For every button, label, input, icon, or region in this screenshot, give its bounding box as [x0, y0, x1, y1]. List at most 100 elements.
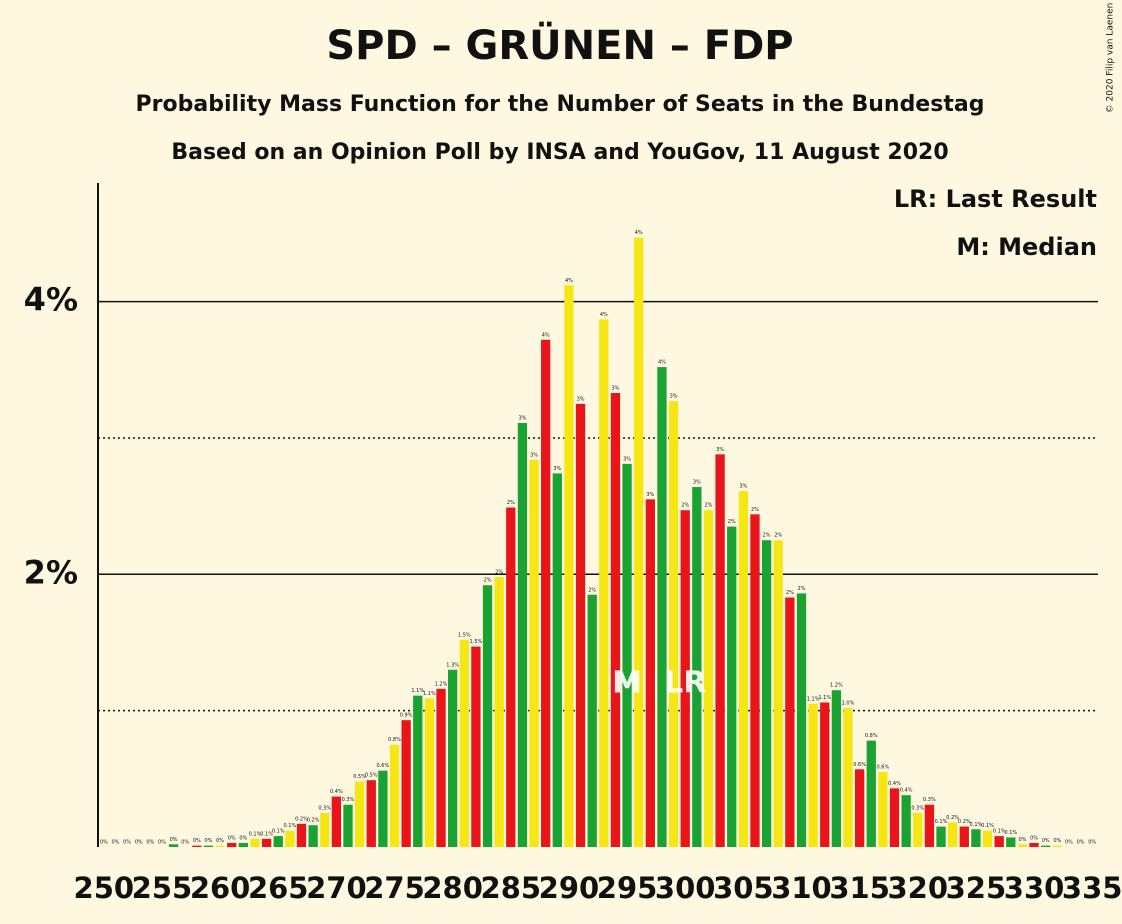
bar: [878, 772, 888, 847]
chart-title: SPD – GRÜNEN – FDP: [326, 21, 793, 69]
value-label: 3%: [739, 484, 747, 490]
bar: [587, 594, 597, 847]
x-tick-label: 295: [597, 871, 658, 905]
median-marker: M: [612, 666, 642, 701]
value-label: 0.1%: [993, 829, 1006, 835]
value-label: 0%: [123, 840, 131, 846]
value-label: 0%: [170, 837, 178, 843]
value-label: 1.0%: [842, 700, 855, 706]
value-label: 0.1%: [981, 823, 994, 829]
value-label: 2%: [704, 503, 712, 509]
bar: [820, 702, 830, 847]
value-label: 3%: [646, 492, 654, 498]
bar: [308, 825, 318, 847]
bar: [808, 703, 818, 847]
bar: [413, 695, 423, 847]
value-label: 0%: [181, 840, 189, 846]
bar: [785, 597, 795, 847]
last-result-marker: LR: [664, 666, 706, 701]
bar: [285, 830, 295, 847]
value-label: 3%: [693, 480, 701, 486]
value-label: 0%: [1065, 840, 1073, 846]
bar: [564, 285, 574, 847]
value-label: 1.1%: [807, 696, 820, 702]
bar: [575, 403, 586, 847]
value-label: 0%: [158, 840, 166, 846]
value-label: 0.6%: [853, 762, 866, 768]
copyright: © 2020 Filip van Laenen: [1106, 3, 1116, 114]
value-label: 1.5%: [458, 632, 471, 638]
bar: [924, 804, 935, 847]
x-tick-label: 325: [946, 871, 1007, 905]
bar: [354, 781, 365, 847]
y-tick-label: 2%: [24, 553, 78, 591]
value-label: 2%: [763, 533, 771, 539]
value-label: 0%: [1018, 837, 1026, 843]
value-label: 1.1%: [423, 691, 436, 697]
bar: [273, 836, 283, 847]
value-label: 4%: [600, 312, 608, 318]
bar: [901, 795, 911, 847]
bar: [203, 845, 214, 847]
bar: [982, 830, 993, 847]
bar: [296, 823, 307, 847]
bar: [680, 510, 690, 847]
legend-entry: LR: Last Result: [894, 185, 1097, 213]
bar: [331, 796, 342, 847]
bar: [796, 593, 807, 847]
bar: [773, 540, 783, 847]
value-label: 3%: [716, 447, 724, 453]
bar: [378, 770, 388, 847]
bar: [401, 720, 411, 847]
bar: [227, 842, 237, 847]
value-label: 0%: [1030, 835, 1038, 841]
bar: [552, 473, 562, 847]
x-tick-label: 335: [1062, 871, 1122, 905]
bar: [517, 422, 528, 847]
value-label: 3%: [530, 452, 538, 458]
bar: [634, 237, 644, 848]
bar: [692, 487, 702, 847]
value-label: 0.8%: [388, 737, 401, 743]
value-label: 2%: [798, 586, 806, 592]
y-tick-label: 4%: [24, 281, 78, 319]
bar: [831, 690, 842, 847]
value-label: 0.1%: [1004, 830, 1017, 836]
value-label: 4%: [658, 360, 666, 366]
x-tick-label: 285: [481, 871, 542, 905]
value-label: 0.4%: [900, 788, 913, 794]
value-label: 3%: [623, 456, 631, 462]
chart-subtitle: Probability Mass Function for the Number…: [136, 92, 985, 117]
value-label: 0%: [1053, 838, 1061, 844]
value-label: 0.5%: [353, 774, 366, 780]
bar: [471, 646, 481, 847]
bar: [866, 740, 876, 847]
bar: [1029, 842, 1039, 847]
x-tick-label: 330: [1004, 871, 1065, 905]
bar: [436, 688, 446, 847]
value-label: 4%: [635, 230, 643, 236]
bar: [610, 392, 621, 847]
x-tick-label: 255: [132, 871, 193, 905]
x-tick-label: 280: [422, 871, 483, 905]
value-label: 0%: [100, 840, 108, 846]
bar: [668, 401, 679, 847]
value-label: 1.1%: [818, 695, 831, 701]
bar: [343, 804, 353, 847]
bar: [1006, 837, 1016, 847]
bar: [389, 744, 400, 847]
bar: [715, 454, 725, 847]
value-label: 0.2%: [307, 818, 320, 824]
chart-subtitle: Based on an Opinion Poll by INSA and You…: [171, 140, 948, 165]
value-label: 0%: [1042, 838, 1050, 844]
bar: [703, 510, 714, 847]
bar: [506, 507, 516, 847]
value-label: 1.2%: [830, 683, 843, 689]
value-label: 0%: [204, 838, 212, 844]
bar: [250, 838, 260, 847]
value-label: 0%: [216, 838, 224, 844]
value-label: 0.2%: [946, 815, 959, 821]
value-label: 0%: [1088, 840, 1096, 846]
value-label: 2%: [681, 503, 689, 509]
